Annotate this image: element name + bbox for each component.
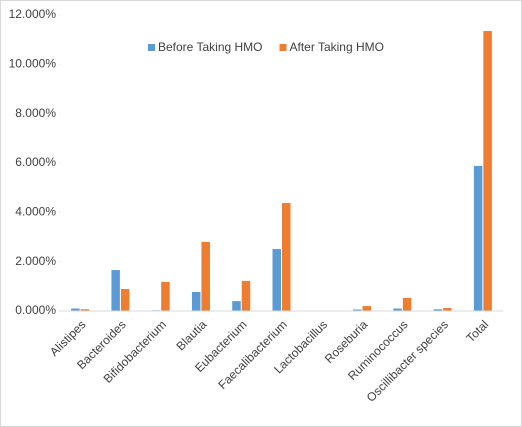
y-tick-label: 2.000% bbox=[15, 254, 56, 268]
bar bbox=[443, 308, 452, 311]
bar bbox=[272, 249, 281, 311]
bar bbox=[362, 306, 372, 311]
bar bbox=[71, 308, 80, 311]
legend-swatch bbox=[148, 44, 155, 51]
bar bbox=[282, 202, 291, 311]
bar bbox=[473, 165, 483, 311]
bar bbox=[80, 309, 90, 311]
bar bbox=[120, 289, 130, 311]
bar bbox=[393, 308, 402, 311]
y-tick-label: 0.000% bbox=[15, 303, 56, 317]
bar bbox=[232, 301, 241, 311]
bar bbox=[191, 292, 201, 311]
legend-label: Before Taking HMO bbox=[158, 40, 263, 54]
bar bbox=[161, 281, 170, 311]
y-tick-label: 12.000% bbox=[9, 7, 57, 21]
bar bbox=[241, 280, 251, 311]
y-tick-label: 8.000% bbox=[15, 106, 56, 120]
legend-label: After Taking HMO bbox=[290, 40, 384, 54]
y-tick-label: 6.000% bbox=[15, 155, 56, 169]
bar bbox=[201, 241, 210, 311]
bar bbox=[353, 309, 362, 311]
bar bbox=[111, 270, 120, 311]
bar bbox=[433, 309, 443, 311]
y-tick-label: 10.000% bbox=[9, 57, 57, 71]
bar bbox=[402, 297, 412, 311]
y-tick-label: 4.000% bbox=[15, 205, 56, 219]
bar bbox=[483, 31, 492, 312]
legend-swatch bbox=[279, 44, 287, 51]
